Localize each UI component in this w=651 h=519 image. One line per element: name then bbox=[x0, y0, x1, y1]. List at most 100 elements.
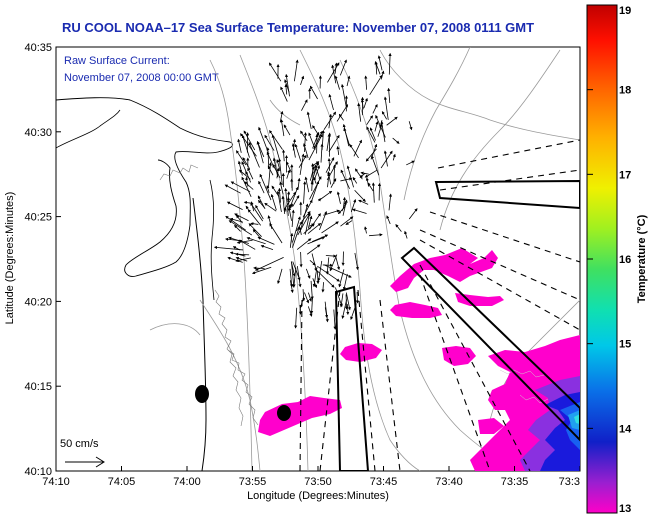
current-vector bbox=[309, 166, 315, 181]
current-vector bbox=[377, 55, 383, 71]
current-vector bbox=[336, 145, 340, 156]
current-vector bbox=[342, 273, 348, 291]
current-vector bbox=[283, 124, 291, 136]
current-vector bbox=[346, 75, 351, 87]
current-vector bbox=[323, 209, 341, 216]
current-vector bbox=[237, 138, 242, 153]
current-vector bbox=[392, 153, 396, 161]
current-vector bbox=[406, 160, 415, 166]
current-vector bbox=[404, 230, 408, 239]
current-vector bbox=[369, 127, 376, 141]
radar-cells bbox=[334, 179, 580, 471]
current-vector bbox=[369, 233, 383, 237]
current-vector bbox=[315, 269, 335, 288]
x-axis: 74:10 74:05 74:00 73:55 73:50 73:45 73:40 73:35… bbox=[42, 466, 581, 488]
current-vector bbox=[259, 173, 272, 201]
current-vector bbox=[236, 214, 243, 224]
current-vector bbox=[336, 104, 349, 122]
current-vector bbox=[270, 193, 277, 211]
current-vector bbox=[371, 182, 375, 203]
current-vector bbox=[236, 150, 247, 166]
current-vector bbox=[287, 206, 292, 221]
current-vector bbox=[306, 111, 312, 130]
current-vector bbox=[289, 232, 294, 248]
y-axis-label: Latitude (Degrees:Minutes) bbox=[4, 192, 16, 325]
sst-patches bbox=[258, 248, 580, 471]
current-vector bbox=[340, 177, 353, 182]
current-vector bbox=[364, 75, 368, 90]
current-vector bbox=[309, 213, 321, 230]
current-time-label: November 07, 2008 00:00 GMT bbox=[64, 72, 219, 84]
current-vector bbox=[238, 239, 256, 250]
current-vector bbox=[286, 169, 291, 179]
current-vector bbox=[235, 252, 250, 256]
current-vector bbox=[235, 256, 248, 262]
current-vector bbox=[366, 126, 376, 143]
current-vector bbox=[364, 226, 368, 234]
current-vector bbox=[281, 195, 286, 214]
current-vector bbox=[325, 257, 330, 275]
current-vector bbox=[304, 292, 310, 304]
current-vectors bbox=[213, 52, 418, 330]
map-layer bbox=[56, 47, 580, 471]
current-vector bbox=[296, 221, 303, 232]
current-vector bbox=[286, 161, 292, 173]
y-axis: 40:35 40:30 40:25 40:20 40:15 40:10 bbox=[24, 42, 61, 478]
current-vector bbox=[256, 141, 264, 164]
current-vector bbox=[255, 204, 264, 220]
current-vector bbox=[224, 184, 241, 194]
current-vector bbox=[243, 181, 254, 190]
current-vector bbox=[345, 220, 353, 225]
current-vector bbox=[336, 191, 341, 204]
current-vector bbox=[255, 257, 284, 271]
current-vector bbox=[365, 177, 370, 187]
current-vector bbox=[272, 157, 279, 178]
x-tick-label: 73:35 bbox=[501, 476, 529, 488]
current-vector bbox=[225, 215, 247, 231]
x-axis-label: Longitude (Degrees:Minutes) bbox=[247, 490, 389, 502]
current-vector bbox=[383, 96, 389, 120]
current-vector bbox=[287, 203, 291, 212]
current-vector bbox=[309, 176, 322, 200]
current-vector bbox=[328, 113, 333, 129]
y-tick-label: 40:10 bbox=[24, 466, 52, 478]
current-vector bbox=[251, 266, 272, 275]
current-vector bbox=[266, 147, 270, 170]
current-vector bbox=[296, 238, 312, 250]
current-vector bbox=[242, 157, 251, 170]
colorbar-tick-label: 16 bbox=[619, 254, 631, 266]
current-vector bbox=[321, 282, 325, 293]
current-vector bbox=[257, 195, 266, 209]
x-tick-label: 73:50 bbox=[304, 476, 332, 488]
current-vector bbox=[276, 167, 280, 179]
current-vector bbox=[343, 127, 350, 146]
current-vector bbox=[289, 186, 299, 209]
current-vector bbox=[250, 202, 264, 222]
current-vector bbox=[302, 199, 313, 218]
current-vector bbox=[304, 211, 311, 235]
current-vector bbox=[339, 59, 347, 76]
current-vector bbox=[243, 201, 251, 205]
current-vector bbox=[321, 129, 325, 151]
marker-1 bbox=[195, 385, 209, 403]
current-vector bbox=[229, 217, 243, 223]
current-vector bbox=[311, 253, 318, 272]
fine-contours bbox=[159, 164, 259, 427]
current-vector bbox=[289, 268, 294, 288]
current-vector bbox=[314, 164, 321, 180]
current-vector bbox=[360, 99, 365, 110]
current-vector bbox=[305, 268, 311, 279]
current-vector bbox=[309, 85, 318, 100]
current-source-label: Raw Surface Current: bbox=[64, 55, 170, 67]
current-vector bbox=[292, 195, 300, 207]
current-vector bbox=[321, 221, 339, 234]
bay-shore bbox=[209, 179, 215, 301]
current-vector bbox=[246, 237, 266, 245]
current-vector bbox=[307, 236, 326, 245]
current-vector bbox=[327, 171, 332, 185]
current-vector bbox=[292, 261, 301, 281]
current-vector bbox=[316, 270, 320, 285]
y-tick-label: 40:35 bbox=[24, 42, 52, 54]
current-vector bbox=[297, 212, 311, 236]
current-vector bbox=[352, 176, 358, 184]
